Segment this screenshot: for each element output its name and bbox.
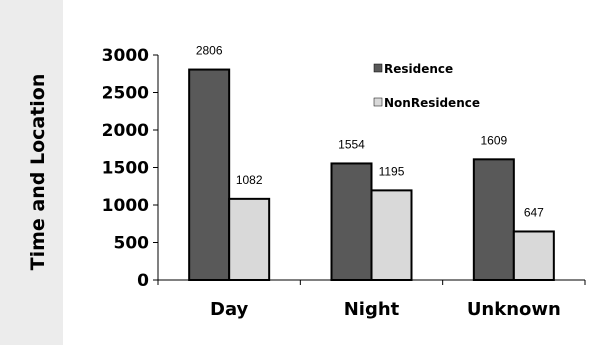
legend: Residence NonResidence [373,62,480,110]
x-tick-label: Night [344,299,400,320]
bar-nonresidence [370,189,413,281]
y-tick-label: 3000 [102,46,149,66]
data-label: 1082 [236,173,263,187]
legend-swatch-residence [373,63,383,73]
y-tick-label: 1000 [102,196,149,216]
bars: 2806 1082 1554 1195 1609 647 [188,44,555,282]
data-label: 2806 [196,44,223,58]
legend-label-nonresidence: NonResidence [384,96,480,110]
y-tick-label: 2500 [102,84,149,104]
y-tick-label: 500 [114,234,150,254]
bar-residence [472,158,515,281]
data-label: 1554 [338,137,365,151]
y-tick-label: 1500 [102,159,149,179]
x-tick-label: Day [210,299,249,320]
bar-nonresidence [228,197,271,282]
data-label: 1195 [379,164,405,178]
legend-swatch-nonresidence [373,97,383,107]
data-label: 647 [524,205,544,219]
y-axis-title: Time and Location [27,74,49,271]
y-tick-label: 0 [137,271,149,291]
legend-label-residence: Residence [384,62,453,76]
x-tick-label: Unknown [467,299,561,320]
data-label: 1609 [480,133,507,147]
bar-residence [330,162,373,281]
y-axis: 0 500 1000 1500 2000 2500 3000 [102,46,159,291]
x-axis: Day Night Unknown [157,279,586,320]
bar-nonresidence [512,230,555,282]
bar-residence [188,68,231,281]
y-tick-label: 2000 [102,121,149,141]
